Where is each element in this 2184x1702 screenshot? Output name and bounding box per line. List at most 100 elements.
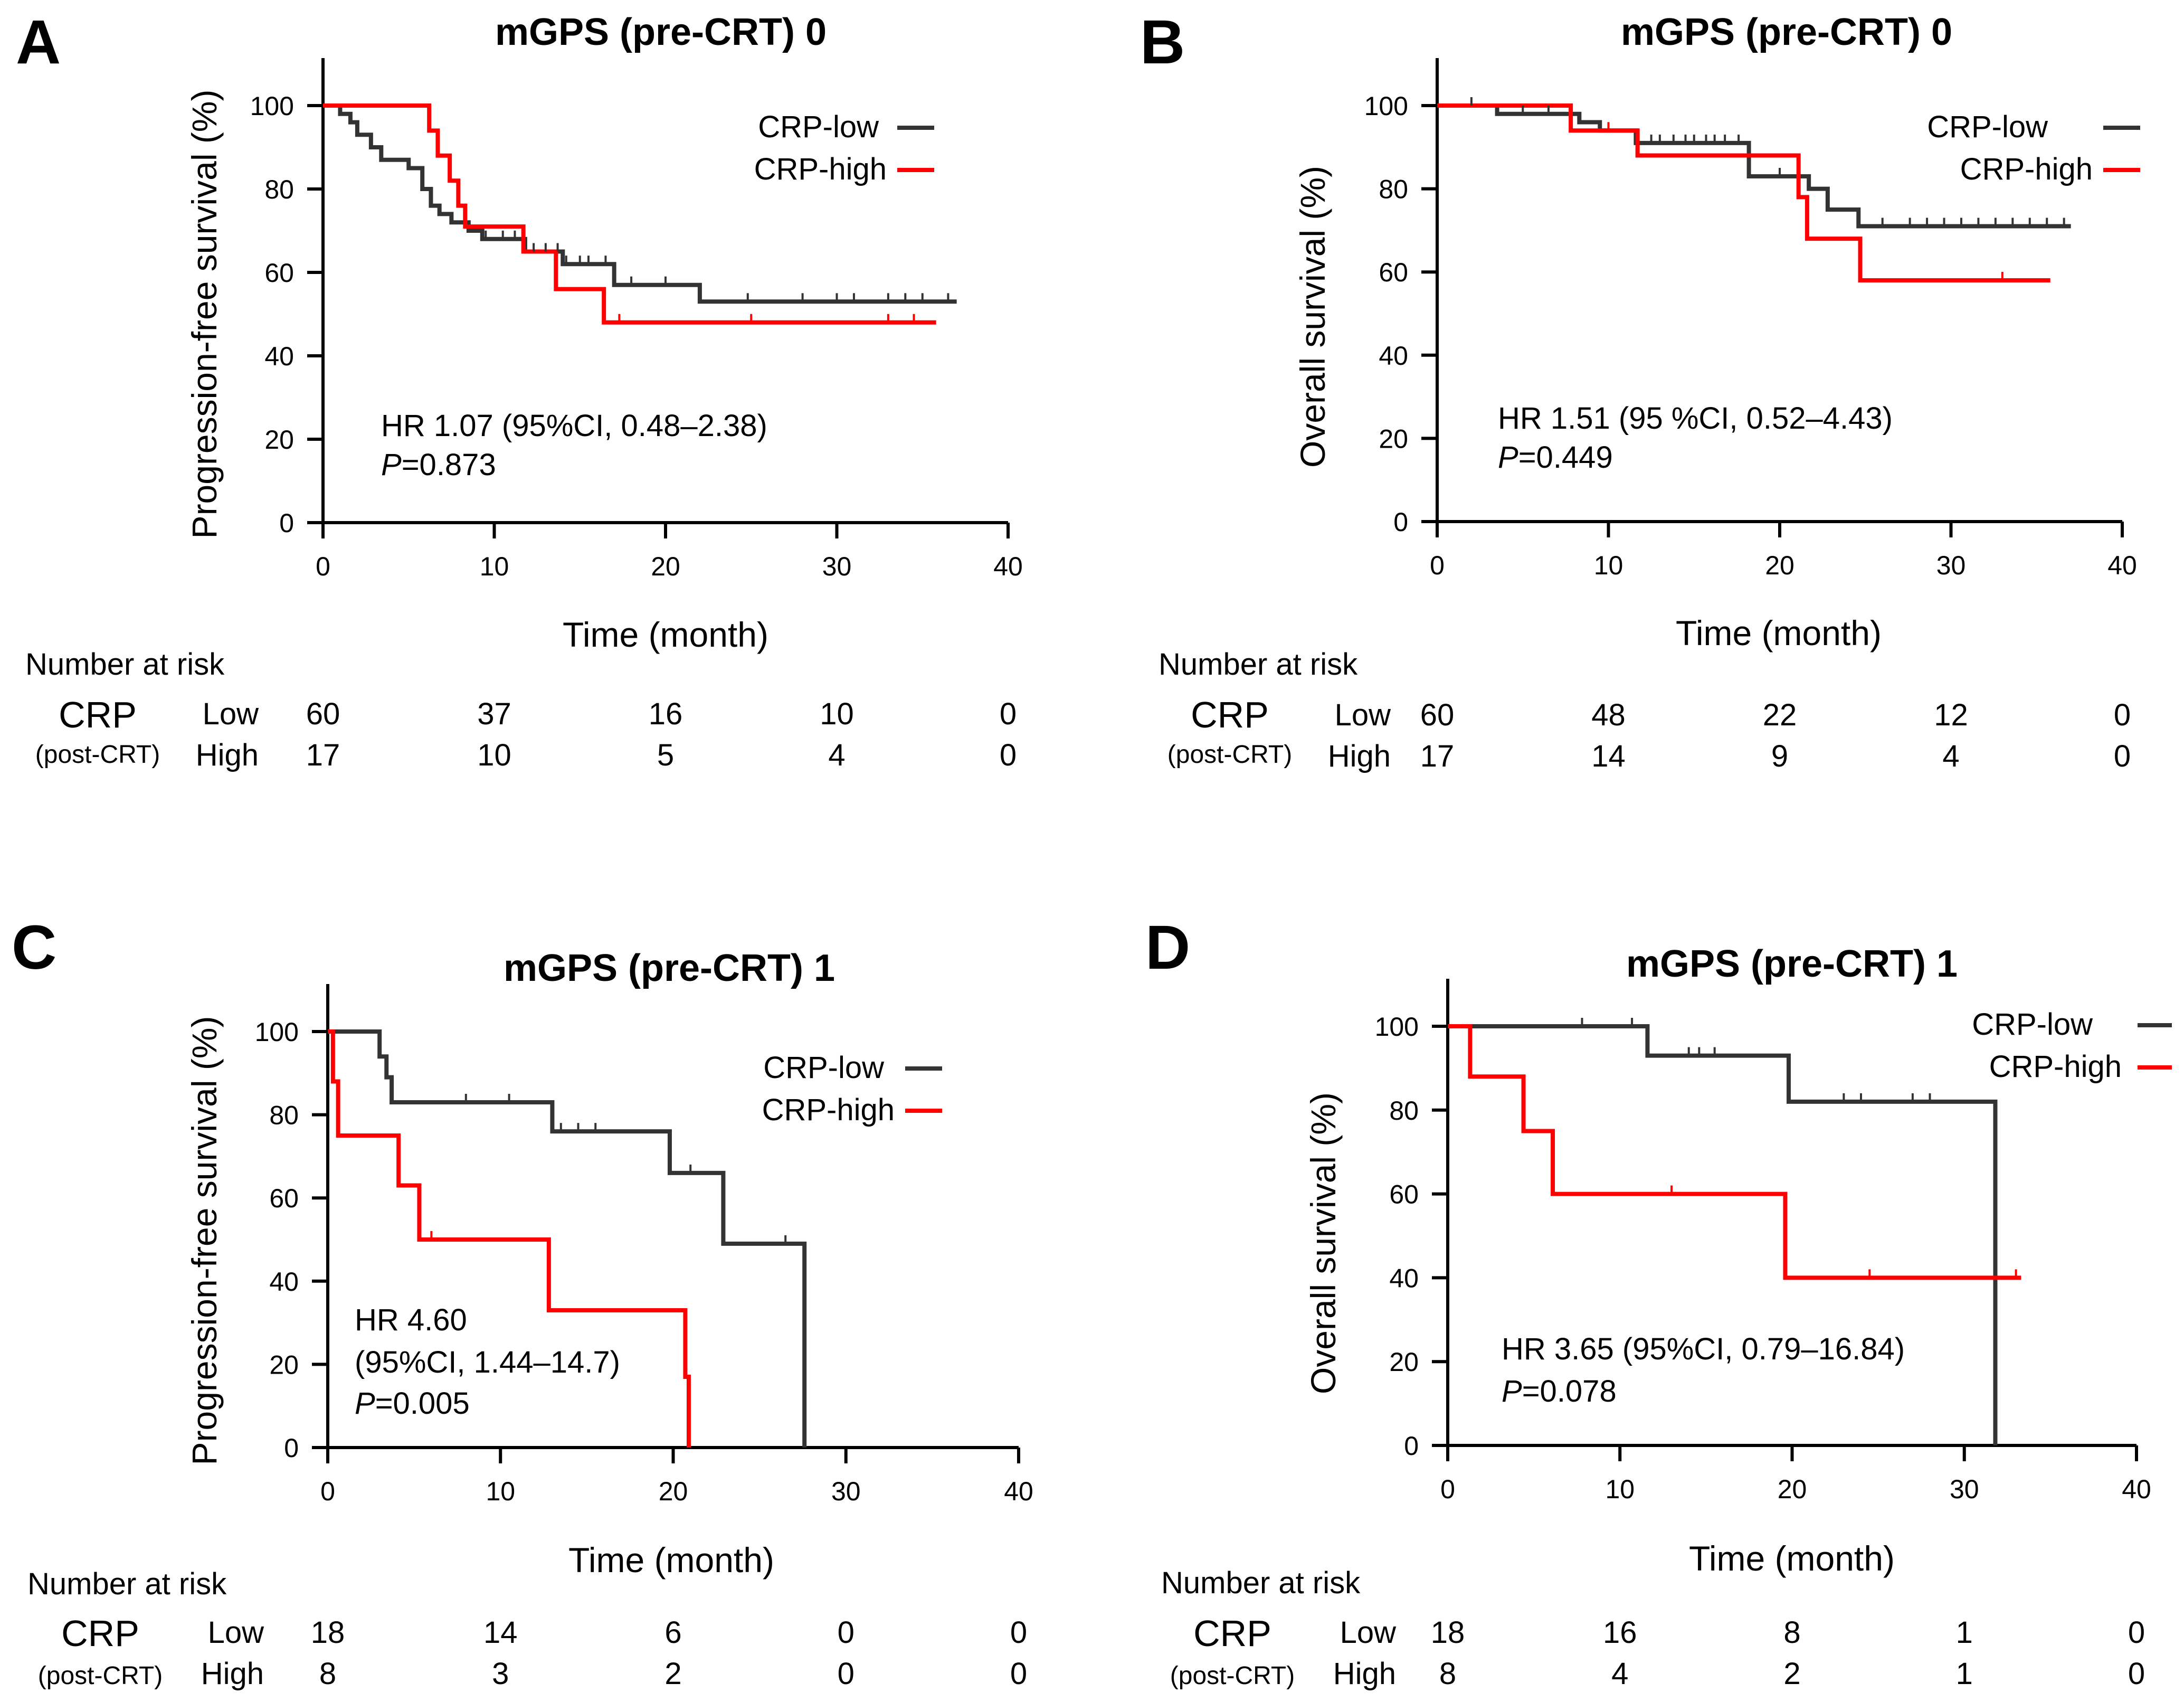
chart-title: mGPS (pre-CRT) 0	[1621, 11, 1952, 53]
risk-value-low: 18	[311, 1615, 345, 1650]
risk-value-high: 0	[2114, 739, 2131, 773]
risk-row-low-label: Low	[203, 697, 260, 731]
x-tick-label: 30	[822, 552, 852, 581]
p-value: P=0.005	[355, 1386, 470, 1421]
risk-row-low-label: Low	[1340, 1615, 1397, 1650]
hazard-ratio-ci: (95%CI, 1.44–14.7)	[355, 1345, 620, 1379]
risk-value-high: 5	[657, 738, 674, 772]
p-symbol: P	[355, 1386, 375, 1421]
x-tick-label: 40	[2107, 551, 2137, 580]
chart-title: mGPS (pre-CRT) 1	[504, 947, 835, 989]
x-tick-label: 0	[316, 552, 330, 581]
risk-table: Number at risk CRP (post-CRT) Low High 1…	[1161, 1566, 2145, 1691]
y-tick-label: 60	[269, 1184, 299, 1213]
p-symbol: P	[1498, 440, 1518, 475]
risk-table-heading: Number at risk	[25, 647, 225, 682]
risk-value-low: 8	[1783, 1615, 1800, 1650]
curve-crp-high	[1437, 103, 2050, 282]
risk-value-low: 60	[306, 697, 340, 731]
risk-table: Number at risk CRP (post-CRT) Low High 6…	[25, 647, 1017, 772]
x-tick-label: 10	[1594, 551, 1623, 580]
x-tick-label: 20	[1765, 551, 1794, 580]
x-axis-label: Time (month)	[568, 1540, 774, 1580]
legend: CRP-low CRP-high	[754, 110, 934, 186]
p-value-number: =0.078	[1522, 1374, 1617, 1408]
x-tick-label: 0	[1440, 1474, 1455, 1504]
panel-label: D	[1145, 913, 1190, 982]
y-tick-label: 0	[279, 508, 294, 538]
x-tick-label: 10	[486, 1477, 515, 1506]
risk-row-high-label: High	[1333, 1657, 1396, 1691]
risk-row-high-label: High	[201, 1657, 264, 1691]
censor-marks	[1470, 97, 2065, 280]
curve-crp-low	[1437, 103, 2071, 229]
y-tick-label: 80	[269, 1101, 299, 1130]
curve-crp-high	[323, 103, 936, 325]
risk-value-high: 17	[1420, 739, 1455, 773]
chart-title: mGPS (pre-CRT) 0	[495, 11, 827, 53]
y-tick-label: 20	[1379, 424, 1408, 453]
y-tick-label: 20	[1389, 1347, 1419, 1377]
x-axis-label: Time (month)	[563, 615, 768, 654]
risk-value-low: 14	[483, 1615, 518, 1650]
y-tick-label: 100	[250, 91, 294, 121]
risk-row-low-label: Low	[1335, 698, 1392, 732]
risk-value-high: 0	[1010, 1657, 1027, 1691]
p-symbol: P	[1502, 1374, 1522, 1408]
y-tick-label: 80	[1379, 175, 1408, 204]
risk-table: Number at risk CRP (post-CRT) Low High 6…	[1159, 647, 2131, 773]
x-tick-label: 0	[1430, 551, 1445, 580]
risk-value-low: 0	[2128, 1615, 2145, 1650]
risk-value-high: 0	[838, 1657, 854, 1691]
p-value-number: =0.449	[1518, 440, 1613, 475]
x-tick-label: 40	[1004, 1477, 1033, 1506]
risk-values: 60 37 16 10 0 17 10 5 4 0	[306, 697, 1017, 772]
legend: CRP-low CRP-high	[1927, 110, 2140, 186]
risk-value-low: 6	[664, 1615, 681, 1650]
panel-a: A mGPS (pre-CRT) 0 Progression-free surv…	[16, 7, 1023, 772]
risk-value-low: 1	[1956, 1615, 1973, 1650]
risk-value-low: 16	[1603, 1615, 1637, 1650]
risk-value-low: 16	[649, 697, 683, 731]
risk-value-low: 0	[1000, 697, 1017, 731]
y-tick-label: 80	[1389, 1096, 1419, 1126]
curve-crp-low	[1448, 1024, 1998, 1445]
x-tick-label: 0	[320, 1477, 335, 1506]
y-tick-label: 100	[1375, 1012, 1419, 1042]
risk-value-high: 4	[828, 738, 845, 772]
risk-value-low: 22	[1763, 698, 1797, 732]
risk-value-high: 3	[492, 1657, 509, 1691]
risk-group-sublabel: (post-CRT)	[1167, 741, 1292, 769]
risk-values: 18 14 6 0 0 8 3 2 0 0	[311, 1615, 1027, 1691]
risk-value-low: 0	[838, 1615, 854, 1650]
risk-value-high: 4	[1942, 739, 1959, 773]
risk-value-low: 18	[1431, 1615, 1465, 1650]
risk-value-low: 12	[1934, 698, 1968, 732]
risk-group-label: CRP	[1191, 694, 1269, 735]
risk-value-high: 8	[1439, 1657, 1456, 1691]
y-tick-label: 40	[264, 342, 294, 371]
legend-label-crp-high: CRP-high	[754, 152, 887, 186]
x-tick-label: 40	[2122, 1474, 2151, 1504]
curve-crp-high	[1448, 1024, 2021, 1280]
risk-table: Number at risk CRP (post-CRT) Low High 1…	[27, 1567, 1027, 1691]
risk-value-high: 1	[1956, 1657, 1973, 1691]
y-tick-label: 20	[264, 425, 294, 455]
panel-c: C mGPS (pre-CRT) 1 Progression-free surv…	[12, 913, 1033, 1691]
risk-values: 18 16 8 1 0 8 4 2 1 0	[1431, 1615, 2145, 1691]
survival-curves	[1437, 103, 2071, 282]
y-tick-label: 60	[1379, 258, 1408, 287]
axes: 0 10 20 30 40 0 20 40 60 80 100	[250, 58, 1023, 581]
risk-group-label: CRP	[59, 694, 137, 735]
risk-value-high: 14	[1591, 739, 1626, 773]
x-axis-label: Time (month)	[1676, 613, 1882, 653]
x-tick-label: 30	[1950, 1474, 1979, 1504]
y-tick-label: 100	[255, 1017, 299, 1047]
censor-marks	[430, 1093, 787, 1244]
p-value: P=0.078	[1502, 1374, 1617, 1408]
risk-group-sublabel: (post-CRT)	[1170, 1662, 1295, 1690]
hazard-ratio: HR 1.07 (95%CI, 0.48–2.38)	[381, 409, 767, 443]
risk-row-high-label: High	[1328, 739, 1391, 773]
y-tick-label: 80	[264, 175, 294, 204]
